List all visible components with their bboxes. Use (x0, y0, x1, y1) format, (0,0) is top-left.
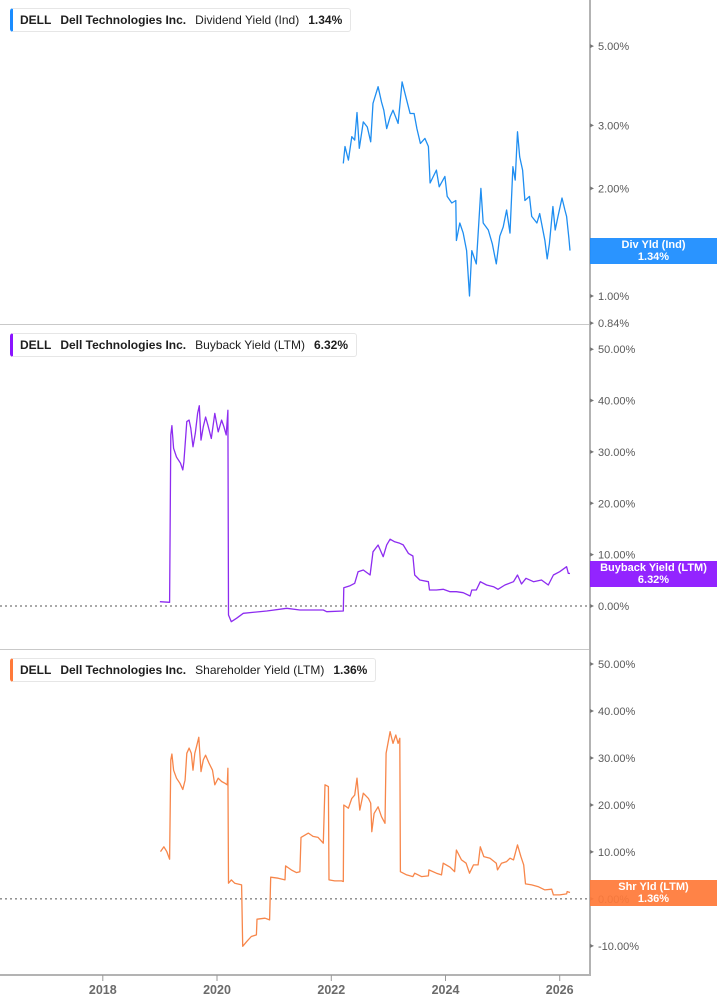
y-tick-label: 10.00% (598, 847, 636, 859)
y-tick-mark (590, 943, 594, 948)
y-tick-label: 30.00% (598, 447, 636, 459)
legend-ticker: DELL (20, 13, 52, 27)
y-tick-mark (590, 501, 594, 506)
y-tick-mark (590, 709, 594, 713)
legend-dividend-yield[interactable]: DELL Dell Technologies Inc. Dividend Yie… (10, 8, 352, 32)
y-tick-label: 50.00% (598, 344, 636, 356)
y-tick-mark (590, 186, 594, 191)
legend-shareholder-yield[interactable]: DELL Dell Technologies Inc. Shareholder … (10, 658, 377, 682)
value-tag-label: Buyback Yield (LTM) (600, 561, 707, 574)
y-tick-mark (590, 552, 594, 557)
value-tag-value: 1.34% (637, 250, 670, 263)
y-tick-mark (590, 849, 594, 854)
x-tick-label: 2018 (89, 983, 117, 997)
legend-metric: Buyback Yield (LTM) (195, 338, 305, 352)
y-tick-mark (590, 347, 594, 352)
y-tick-mark (590, 294, 594, 298)
y-tick-label: 50.00% (598, 659, 636, 671)
y-tick-mark (590, 662, 594, 666)
value-tag-label: Div Yld (Ind) (621, 238, 686, 251)
y-tick-mark (590, 604, 594, 608)
y-tick-label: 10.00% (598, 550, 636, 562)
legend-metric: Dividend Yield (Ind) (195, 13, 300, 27)
zero-lines (0, 605, 590, 900)
series-line[interactable] (342, 81, 571, 297)
legend-buyback-yield[interactable]: DELL Dell Technologies Inc. Buyback Yiel… (10, 333, 358, 357)
value-tag-buyback-yield: Buyback Yield (LTM) 6.32% (590, 560, 717, 587)
value-tag-label: Shr Yld (LTM) (618, 880, 689, 893)
legend-value: 6.32% (313, 338, 349, 352)
x-tick-label: 2026 (546, 983, 574, 997)
series-lines (159, 81, 571, 947)
y-tick-label: 30.00% (598, 753, 636, 765)
y-tick-mark (590, 321, 594, 326)
y-tick-label: 3.00% (598, 120, 629, 132)
panel-dividers (0, 324, 590, 650)
y-tick-mark (590, 44, 594, 49)
y-tick-label: 40.00% (598, 706, 636, 718)
y-axis-ticks: 5.00% 3.00% 2.00% 1.00% 0.84% 50.00% 40.00% 30.… (590, 41, 639, 953)
legend-value: 1.36% (333, 663, 368, 677)
y-tick-label: 2.00% (598, 183, 629, 195)
legend-value: 1.34% (308, 13, 343, 27)
series-line[interactable] (159, 731, 571, 947)
y-tick-label: 20.00% (598, 800, 636, 812)
legend-ticker: DELL (20, 338, 52, 352)
value-tag-value: 1.36% (637, 892, 670, 905)
x-tick-label: 2024 (432, 983, 460, 997)
legend-ticker: DELL (20, 663, 52, 677)
x-tick-label: 2020 (203, 983, 231, 997)
value-tag-value: 6.32% (637, 573, 670, 586)
y-tick-label: 20.00% (598, 498, 636, 510)
x-axis-ticks: 2018 2020 2022 2024 2026 (89, 975, 574, 997)
y-tick-mark (590, 398, 594, 403)
value-tag-shareholder-yield: Shr Yld (LTM) 1.36% (590, 879, 717, 906)
legend-company: Dell Technologies Inc. (60, 338, 187, 352)
y-tick-mark (590, 449, 594, 454)
y-tick-label: 0.84% (598, 318, 629, 330)
y-tick-label: 40.00% (598, 396, 636, 408)
y-tick-label: 5.00% (598, 41, 629, 53)
y-tick-label: 1.00% (598, 291, 629, 303)
series-line[interactable] (159, 405, 571, 623)
x-tick-label: 2022 (317, 983, 345, 997)
y-tick-mark (590, 756, 594, 760)
legend-company: Dell Technologies Inc. (60, 663, 187, 677)
y-tick-mark (590, 803, 594, 807)
legend-metric: Shareholder Yield (LTM) (195, 663, 325, 677)
y-tick-mark (590, 123, 594, 128)
y-tick-label: -10.00% (598, 941, 639, 953)
y-tick-label: 0.00% (598, 601, 629, 613)
value-tag-dividend-yield: Div Yld (Ind) 1.34% (590, 237, 717, 264)
legend-company: Dell Technologies Inc. (60, 13, 187, 27)
